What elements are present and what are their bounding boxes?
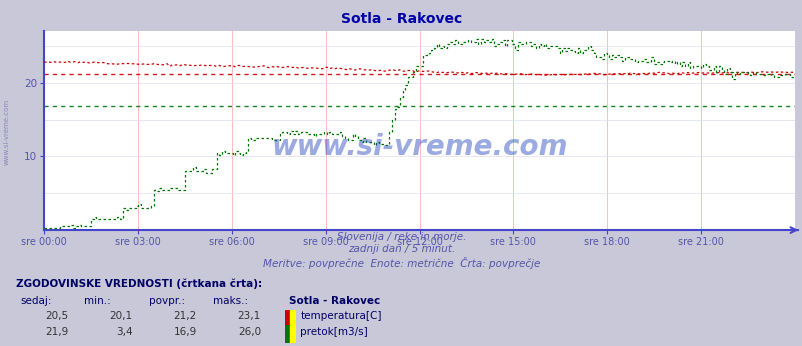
Text: zadnji dan / 5 minut.: zadnji dan / 5 minut. [347, 244, 455, 254]
Text: Sotla - Rakovec: Sotla - Rakovec [341, 12, 461, 26]
Bar [285, 325, 290, 343]
Text: povpr.:: povpr.: [148, 296, 184, 306]
Text: temperatura[C]: temperatura[C] [300, 311, 381, 321]
Text: sedaj:: sedaj: [20, 296, 51, 306]
Text: ZGODOVINSKE VREDNOSTI (črtkana črta):: ZGODOVINSKE VREDNOSTI (črtkana črta): [16, 279, 262, 289]
Text: maks.:: maks.: [213, 296, 248, 306]
Bar [290, 310, 295, 327]
Text: min.:: min.: [84, 296, 111, 306]
Bar [290, 325, 295, 343]
Text: 16,9: 16,9 [173, 327, 196, 337]
Text: 23,1: 23,1 [237, 311, 261, 321]
Text: pretok[m3/s]: pretok[m3/s] [300, 327, 367, 337]
Text: www.si-vreme.com: www.si-vreme.com [271, 133, 567, 161]
Text: Sotla - Rakovec: Sotla - Rakovec [289, 296, 380, 306]
Text: 21,9: 21,9 [45, 327, 68, 337]
Text: Slovenija / reke in morje.: Slovenija / reke in morje. [336, 232, 466, 242]
Bar [285, 310, 290, 327]
Text: 20,5: 20,5 [45, 311, 68, 321]
Text: 20,1: 20,1 [109, 311, 132, 321]
Text: 21,2: 21,2 [173, 311, 196, 321]
Text: Meritve: povprečne  Enote: metrične  Črta: povprečje: Meritve: povprečne Enote: metrične Črta:… [262, 257, 540, 269]
Text: www.si-vreme.com: www.si-vreme.com [3, 98, 10, 165]
Text: 26,0: 26,0 [237, 327, 261, 337]
Text: 3,4: 3,4 [115, 327, 132, 337]
